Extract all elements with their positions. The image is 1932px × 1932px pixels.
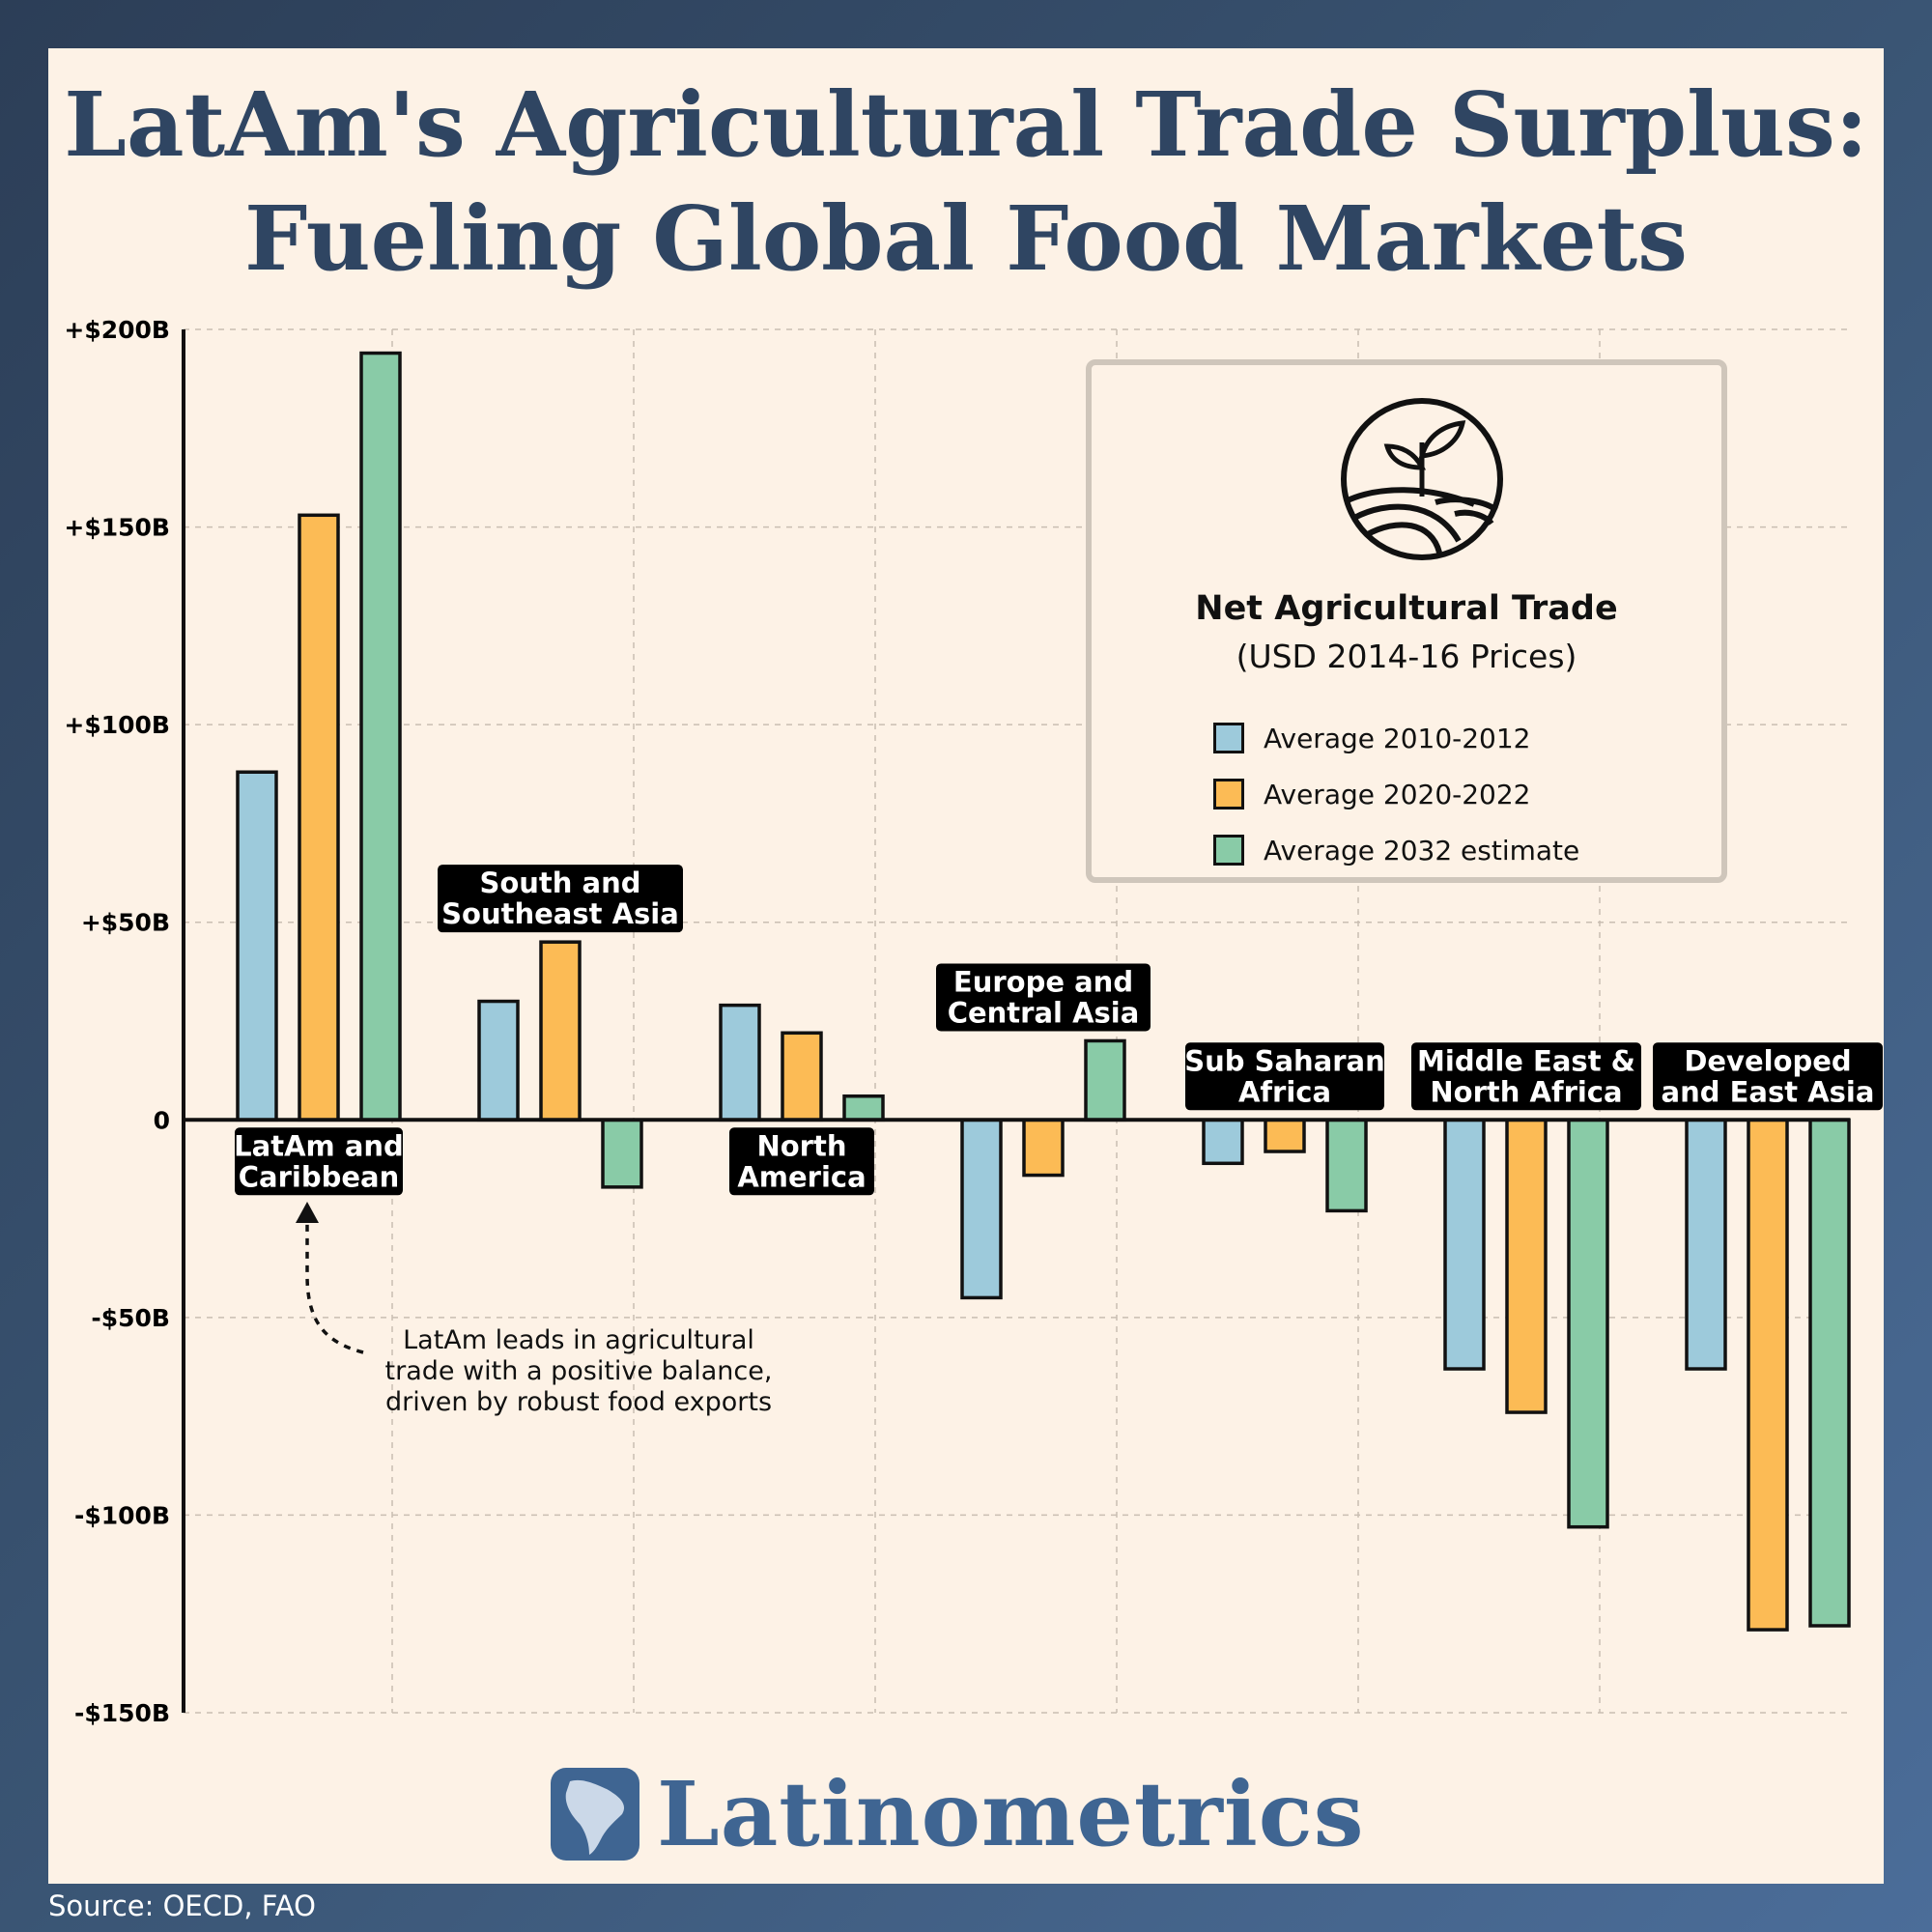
legend-title: Net Agricultural Trade bbox=[1195, 589, 1618, 628]
y-tick-label: +$150B bbox=[64, 514, 170, 542]
region-label-box bbox=[1185, 1042, 1384, 1111]
bar bbox=[1084, 1038, 1126, 1122]
plant-field-icon bbox=[1341, 398, 1503, 560]
bar bbox=[1567, 1118, 1609, 1529]
bar bbox=[1325, 1118, 1368, 1213]
region-label-text: South and bbox=[479, 867, 640, 899]
region-label-text: Developed bbox=[1684, 1044, 1851, 1077]
bar bbox=[1747, 1118, 1789, 1632]
region-label-text: Central Asia bbox=[948, 996, 1140, 1029]
legend-subtitle: (USD 2014-16 Prices) bbox=[1236, 638, 1577, 675]
region-label-text: Sub Saharan bbox=[1184, 1044, 1385, 1077]
y-tick-label: -$100B bbox=[74, 1501, 170, 1529]
bar bbox=[1685, 1118, 1727, 1371]
y-tick-label: +$50B bbox=[81, 909, 170, 937]
bar bbox=[477, 999, 520, 1122]
legend-swatch-2020-2022 bbox=[1213, 779, 1244, 810]
bars bbox=[236, 351, 1851, 1632]
bar bbox=[539, 940, 582, 1122]
title-line-1: LatAm's Agricultural Trade Surplus: bbox=[64, 72, 1868, 177]
y-tick-label: +$100B bbox=[64, 711, 170, 739]
bar bbox=[1808, 1118, 1851, 1628]
y-tick-label: -$150B bbox=[74, 1699, 170, 1727]
annotation-arrow bbox=[305, 1219, 364, 1354]
bar bbox=[601, 1118, 643, 1189]
region-label-text: Africa bbox=[1238, 1075, 1331, 1108]
source-note: Source: OECD, FAO bbox=[48, 1889, 316, 1922]
region-label-text: Europe and bbox=[953, 965, 1133, 998]
title-line-2: Fueling Global Food Markets bbox=[244, 186, 1688, 291]
legend-item-2010-2012: Average 2010-2012 bbox=[1213, 719, 1531, 757]
region-label-box bbox=[729, 1127, 874, 1196]
legend-label-2032: Average 2032 estimate bbox=[1264, 834, 1580, 867]
legend-item-2020-2022: Average 2020-2022 bbox=[1213, 775, 1531, 813]
bar bbox=[842, 1094, 885, 1122]
bar bbox=[1264, 1118, 1306, 1153]
annotation-arrowhead bbox=[296, 1202, 319, 1223]
region-label-text: Caribbean bbox=[239, 1160, 400, 1193]
bar bbox=[719, 1003, 761, 1122]
annotation-line-1: LatAm leads in agricultural bbox=[403, 1325, 754, 1355]
region-label-box bbox=[438, 865, 683, 933]
region-label-text: North bbox=[756, 1129, 846, 1162]
legend: Net Agricultural Trade (USD 2014-16 Pric… bbox=[1086, 359, 1727, 883]
y-tick-label: 0 bbox=[154, 1106, 170, 1134]
legend-item-2032: Average 2032 estimate bbox=[1213, 831, 1579, 869]
y-tick-label: +$200B bbox=[64, 316, 170, 344]
brand-name: Latinometrics bbox=[657, 1762, 1365, 1866]
region-label-text: Middle East & bbox=[1417, 1044, 1635, 1077]
legend-swatch-2010-2012 bbox=[1213, 723, 1244, 753]
legend-label-2020-2022: Average 2020-2022 bbox=[1264, 778, 1531, 810]
region-label-box bbox=[1653, 1042, 1883, 1111]
legend-swatch-2032 bbox=[1213, 835, 1244, 866]
bar bbox=[960, 1118, 1003, 1300]
brand-logo: Latinometrics bbox=[551, 1762, 1365, 1866]
bar bbox=[781, 1031, 823, 1122]
y-tick-label: -$50B bbox=[91, 1304, 170, 1332]
annotation-line-3: driven by robust food exports bbox=[385, 1387, 772, 1417]
latam-map-icon bbox=[551, 1768, 639, 1861]
region-label-text: and East Asia bbox=[1662, 1075, 1875, 1108]
annotation-line-2: trade with a positive balance, bbox=[385, 1356, 773, 1386]
bar bbox=[1022, 1118, 1065, 1178]
legend-label-2010-2012: Average 2010-2012 bbox=[1264, 722, 1531, 754]
region-label-text: Southeast Asia bbox=[441, 897, 679, 930]
bar bbox=[1505, 1118, 1548, 1414]
region-label-box bbox=[1411, 1042, 1641, 1111]
annotation: LatAm leads in agricultural trade with a… bbox=[296, 1202, 772, 1417]
bar bbox=[1202, 1118, 1244, 1166]
region-label-box bbox=[936, 963, 1151, 1032]
region-label-text: LatAm and bbox=[234, 1129, 404, 1162]
region-label-box bbox=[235, 1127, 403, 1196]
chart-title: LatAm's Agricultural Trade Surplus: Fuel… bbox=[0, 68, 1932, 296]
region-label-text: America bbox=[737, 1160, 866, 1193]
y-axis: +$200B +$150B +$100B +$50B 0 -$50B -$100B -$150… bbox=[64, 316, 1850, 1727]
region-label-text: North Africa bbox=[1430, 1075, 1622, 1108]
bar bbox=[236, 770, 278, 1122]
bar bbox=[1443, 1118, 1486, 1371]
bar bbox=[298, 513, 340, 1122]
bar bbox=[359, 351, 402, 1122]
